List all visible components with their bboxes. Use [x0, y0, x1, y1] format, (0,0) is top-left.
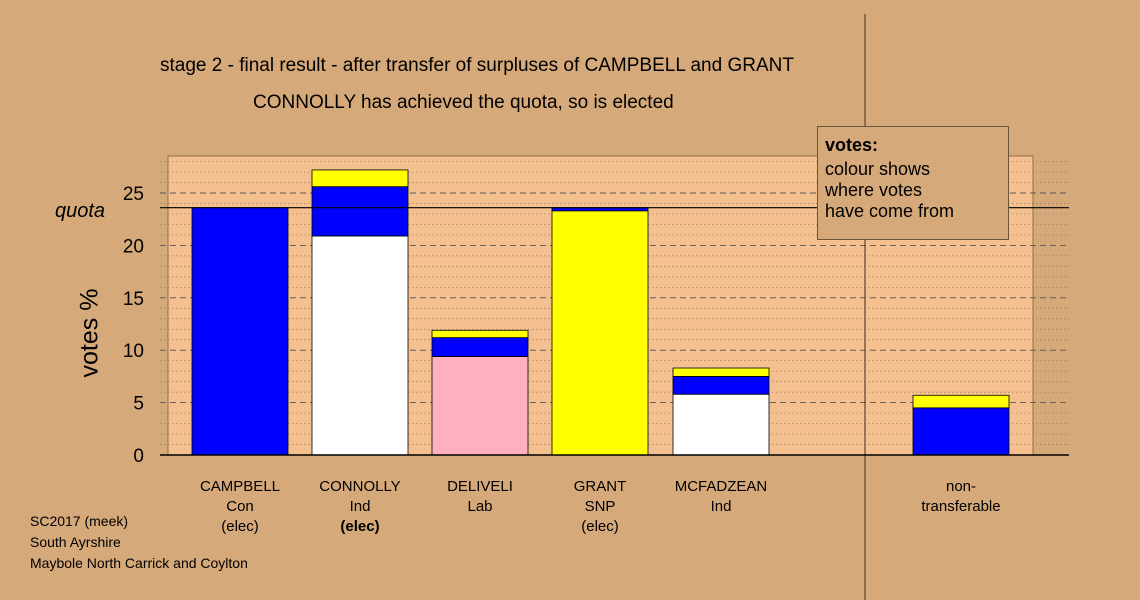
category-party: Ind [710, 498, 732, 515]
footer-line1: SC2017 (meek) [30, 513, 129, 529]
category-name: MCFADZEAN [674, 478, 768, 495]
legend-title: votes: [825, 135, 879, 155]
legend-line1: colour shows [825, 159, 931, 179]
bar-grant-segment-1 [551, 210, 649, 456]
y-tick-label: 15 [123, 289, 144, 310]
bar-deliveli-segment-2 [431, 337, 529, 357]
y-tick-label: 25 [123, 184, 144, 205]
category-label-campbell: CAMPBELL Con (elec) [180, 477, 300, 537]
nontransferable-label: non- transferable [901, 477, 1021, 517]
bar-nontransferable-segment-2 [912, 394, 1010, 409]
y-tick-label: 10 [123, 341, 144, 362]
bar-mcfadzean-segment-3 [672, 367, 770, 377]
bar-deliveli-segment-3 [431, 329, 529, 339]
category-name: GRANT [573, 478, 627, 495]
category-status: (elec) [221, 518, 259, 535]
category-status: (elec) [581, 518, 619, 535]
nontransferable-label-line2: transferable [921, 498, 1001, 515]
y-tick-label: 0 [133, 446, 144, 467]
bar-mcfadzean-segment-1 [672, 393, 770, 456]
legend-line3: have come from [825, 201, 955, 221]
bar-deliveli-segment-1 [431, 356, 529, 456]
footer-line2: South Ayrshire [30, 534, 121, 550]
legend-line2: where votes [825, 180, 923, 200]
bar-connolly-segment-3 [311, 169, 409, 188]
category-label-grant: GRANT SNP (elec) [540, 477, 660, 537]
y-tick-label: 5 [133, 394, 144, 415]
bar-nontransferable-segment-1 [912, 407, 1010, 456]
category-name: CAMPBELL [199, 478, 281, 495]
category-label-deliveli: DELIVELI Lab [420, 477, 540, 517]
nontransferable-label-line1: non- [945, 478, 977, 495]
category-name: DELIVELI [447, 478, 513, 495]
category-label-connolly: CONNOLLY Ind (elec) [300, 477, 420, 537]
footer-line3: Maybole North Carrick and Coylton [30, 555, 248, 571]
y-tick-label: 20 [123, 236, 144, 257]
chart-title: stage 2 - final result - after transfer … [160, 55, 794, 76]
category-party: Lab [467, 498, 493, 515]
bar-mcfadzean-segment-2 [672, 375, 770, 395]
bar-connolly-segment-1 [311, 235, 409, 456]
category-label-mcfadzean: MCFADZEAN Ind [661, 477, 781, 517]
footer: SC2017 (meek) South Ayrshire Maybole Nor… [30, 511, 248, 574]
category-party: Ind [349, 498, 371, 515]
y-axis-label: votes % [75, 288, 104, 378]
category-status: (elec) [340, 518, 380, 535]
legend: votes: colour shows where votes have com… [817, 126, 1009, 240]
category-name: CONNOLLY [319, 478, 401, 495]
quota-label: quota [55, 200, 106, 222]
chart-subtitle: CONNOLLY has achieved the quota, so is e… [253, 92, 674, 113]
category-party: SNP [584, 498, 616, 515]
bar-connolly-segment-2 [311, 186, 409, 237]
category-party: Con [226, 498, 254, 515]
bar-campbell-segment-1 [191, 207, 289, 456]
